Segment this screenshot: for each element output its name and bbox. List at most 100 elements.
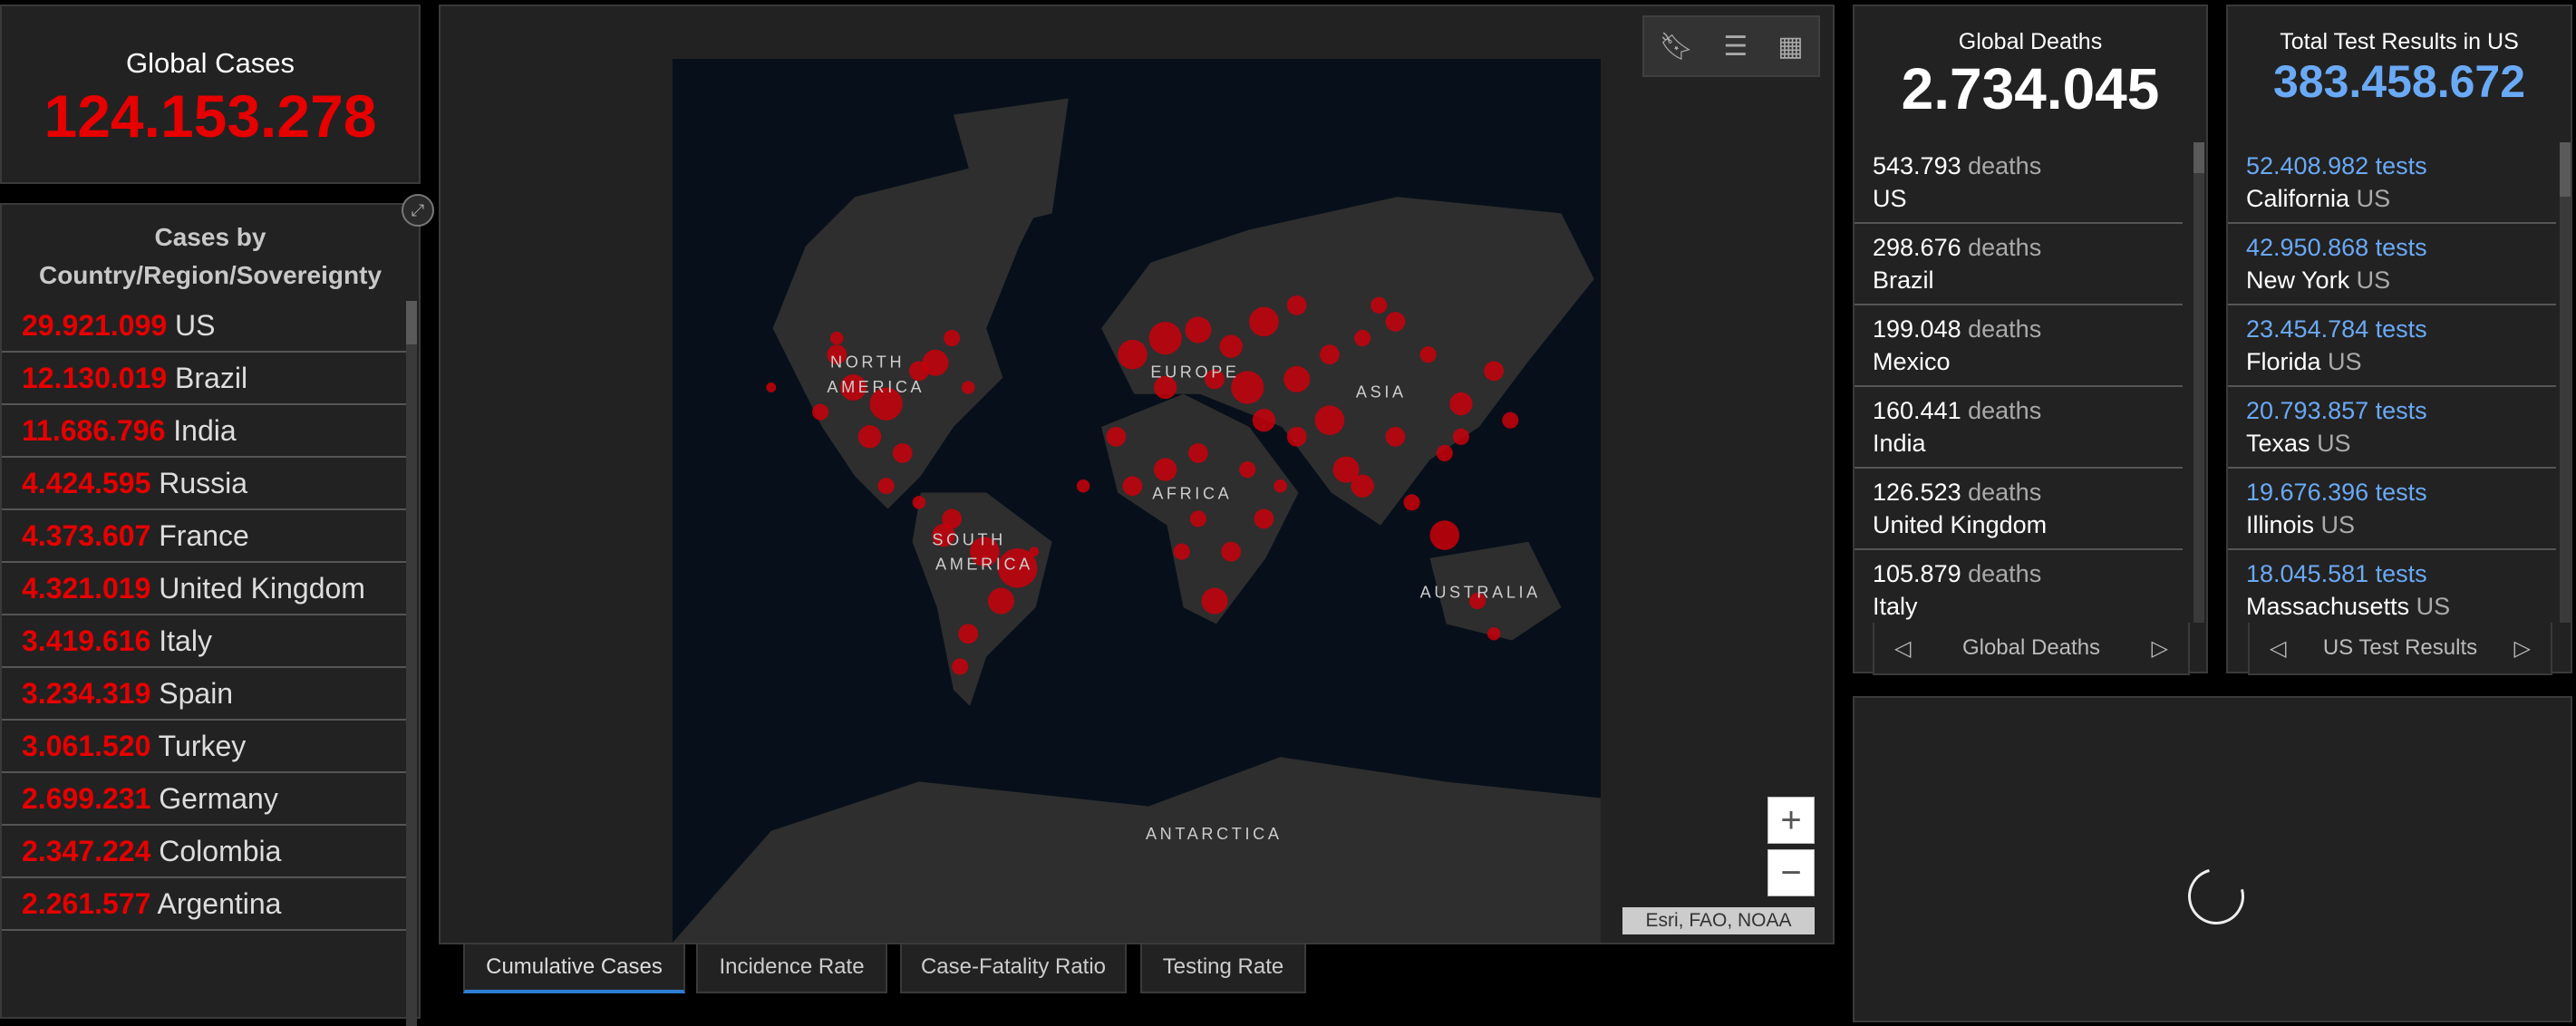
case-dot[interactable]: [1385, 312, 1406, 332]
tests-list[interactable]: 52.408.982 tests California US 42.950.868 …: [2228, 142, 2556, 623]
case-dot[interactable]: [1354, 330, 1371, 347]
case-dot[interactable]: [1188, 443, 1208, 463]
case-dot[interactable]: [1449, 392, 1473, 416]
list-item[interactable]: 29.921.099 US: [2, 300, 408, 353]
prev-arrow-icon[interactable]: ◁: [1894, 635, 1912, 661]
case-dot[interactable]: [932, 523, 955, 547]
case-dot[interactable]: [1154, 458, 1177, 481]
case-dot[interactable]: [970, 537, 1000, 566]
next-arrow-icon[interactable]: ▷: [2513, 635, 2531, 661]
list-item[interactable]: 12.130.019 Brazil: [2, 353, 408, 405]
case-dot[interactable]: [912, 496, 926, 509]
next-arrow-icon[interactable]: ▷: [2151, 635, 2168, 661]
list-item[interactable]: 4.424.595 Russia: [2, 458, 408, 510]
cases-list[interactable]: 29.921.099 US 12.130.019 Brazil 11.686.796…: [2, 300, 408, 931]
case-dot[interactable]: [958, 624, 979, 644]
case-dot[interactable]: [892, 443, 913, 463]
case-dot[interactable]: [944, 330, 961, 347]
case-dot[interactable]: [1403, 494, 1420, 511]
bookmark-icon[interactable]: 🔖︎: [1659, 31, 1694, 62]
list-item[interactable]: 4.373.607 France: [2, 510, 408, 563]
case-dot[interactable]: [1205, 369, 1225, 390]
case-dot[interactable]: [877, 478, 895, 495]
case-dot[interactable]: [1286, 426, 1307, 447]
list-item[interactable]: 42.950.868 tests New York US: [2228, 224, 2556, 305]
case-dot[interactable]: [997, 548, 1038, 588]
case-dot[interactable]: [1484, 361, 1505, 382]
case-dot[interactable]: [1076, 479, 1090, 493]
scrollbar-thumb[interactable]: [2193, 142, 2204, 173]
case-dot[interactable]: [1320, 344, 1340, 365]
case-dot[interactable]: [1231, 371, 1264, 404]
list-item[interactable]: 2.261.577 Argentina: [2, 878, 408, 931]
case-dot[interactable]: [1419, 346, 1437, 363]
case-dot[interactable]: [1148, 321, 1182, 355]
case-dot[interactable]: [1219, 334, 1243, 358]
case-dot[interactable]: [1249, 306, 1279, 337]
case-dot[interactable]: [1452, 428, 1469, 445]
case-dot[interactable]: [1122, 476, 1143, 497]
list-item[interactable]: 19.676.396 tests Illinois US: [2228, 469, 2556, 550]
list-item[interactable]: 23.454.784 tests Florida US: [2228, 305, 2556, 387]
case-dot[interactable]: [839, 373, 867, 401]
case-dot[interactable]: [1118, 339, 1148, 370]
list-item[interactable]: 3.419.616 Italy: [2, 615, 408, 668]
tab-incidence-rate[interactable]: Incidence Rate: [696, 944, 887, 993]
scrollbar-thumb[interactable]: [2560, 142, 2571, 197]
case-dot[interactable]: [1189, 510, 1207, 528]
case-dot[interactable]: [1201, 587, 1228, 615]
list-item[interactable]: 160.441 deaths India: [1855, 387, 2183, 469]
case-dot[interactable]: [1173, 543, 1190, 560]
case-dot[interactable]: [827, 344, 847, 365]
case-dot[interactable]: [830, 331, 844, 345]
deaths-list[interactable]: 543.793 deaths US 298.676 deaths Brazil 199.…: [1855, 142, 2183, 623]
case-dot[interactable]: [1429, 520, 1460, 550]
list-item[interactable]: 199.048 deaths Mexico: [1855, 305, 2183, 387]
case-dot[interactable]: [1385, 426, 1406, 447]
list-item[interactable]: 3.234.319 Spain: [2, 668, 408, 721]
list-item[interactable]: 105.879 deaths Italy: [1855, 550, 2183, 623]
case-dot[interactable]: [1332, 456, 1360, 483]
case-dot[interactable]: [1185, 316, 1212, 344]
case-dot[interactable]: [1221, 541, 1242, 562]
zoom-in-button[interactable]: +: [1767, 797, 1815, 844]
legend-icon[interactable]: ☰: [1723, 31, 1748, 62]
zoom-out-button[interactable]: −: [1767, 849, 1815, 896]
case-dot[interactable]: [812, 403, 829, 421]
case-dot[interactable]: [942, 508, 962, 529]
case-dot[interactable]: [766, 382, 777, 392]
scrollbar-thumb[interactable]: [406, 301, 417, 344]
case-dot[interactable]: [922, 349, 949, 376]
case-dot[interactable]: [1468, 592, 1487, 610]
tab-case-fatality-ratio[interactable]: Case-Fatality Ratio: [900, 944, 1127, 993]
list-item[interactable]: 20.793.857 tests Texas US: [2228, 387, 2556, 469]
list-item[interactable]: 543.793 deaths US: [1855, 142, 2183, 224]
list-item[interactable]: 18.045.581 tests Massachusetts US: [2228, 550, 2556, 623]
tab-testing-rate[interactable]: Testing Rate: [1140, 944, 1306, 993]
list-item[interactable]: 298.676 deaths Brazil: [1855, 224, 2183, 305]
case-dot[interactable]: [1239, 461, 1256, 479]
case-dot[interactable]: [1254, 508, 1274, 529]
list-item[interactable]: 4.321.019 United Kingdom: [2, 563, 408, 615]
map-canvas[interactable]: NORTH AMERICA EUROPE ASIA AFRICA SOUTH A…: [673, 59, 1601, 943]
list-item[interactable]: 3.061.520 Turkey: [2, 721, 408, 773]
prev-arrow-icon[interactable]: ◁: [2270, 635, 2287, 661]
case-dot[interactable]: [1154, 375, 1177, 400]
list-item[interactable]: 2.699.231 Germany: [2, 773, 408, 826]
case-dot[interactable]: [1283, 365, 1311, 392]
case-dot[interactable]: [1273, 479, 1287, 493]
basemap-gallery-icon[interactable]: ▦: [1777, 31, 1804, 62]
case-dot[interactable]: [961, 381, 975, 394]
case-dot[interactable]: [1351, 474, 1374, 498]
case-dot[interactable]: [1487, 627, 1501, 641]
case-dot[interactable]: [1106, 426, 1127, 447]
case-dot[interactable]: [1370, 296, 1388, 314]
scrollbar[interactable]: [406, 301, 417, 1026]
scrollbar[interactable]: [2193, 142, 2204, 623]
list-item[interactable]: 11.686.796 India: [2, 405, 408, 458]
list-item[interactable]: 2.347.224 Colombia: [2, 826, 408, 878]
case-dot[interactable]: [952, 658, 969, 675]
case-dot[interactable]: [987, 587, 1014, 615]
list-item[interactable]: 52.408.982 tests California US: [2228, 142, 2556, 224]
case-dot[interactable]: [1286, 295, 1307, 315]
